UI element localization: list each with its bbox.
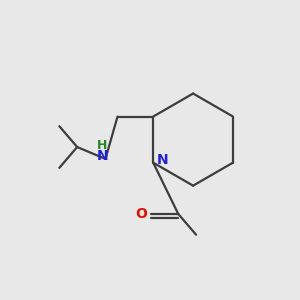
Text: N: N [157, 153, 169, 167]
Text: O: O [135, 207, 147, 221]
Text: N: N [97, 149, 108, 163]
Text: H: H [97, 139, 108, 152]
